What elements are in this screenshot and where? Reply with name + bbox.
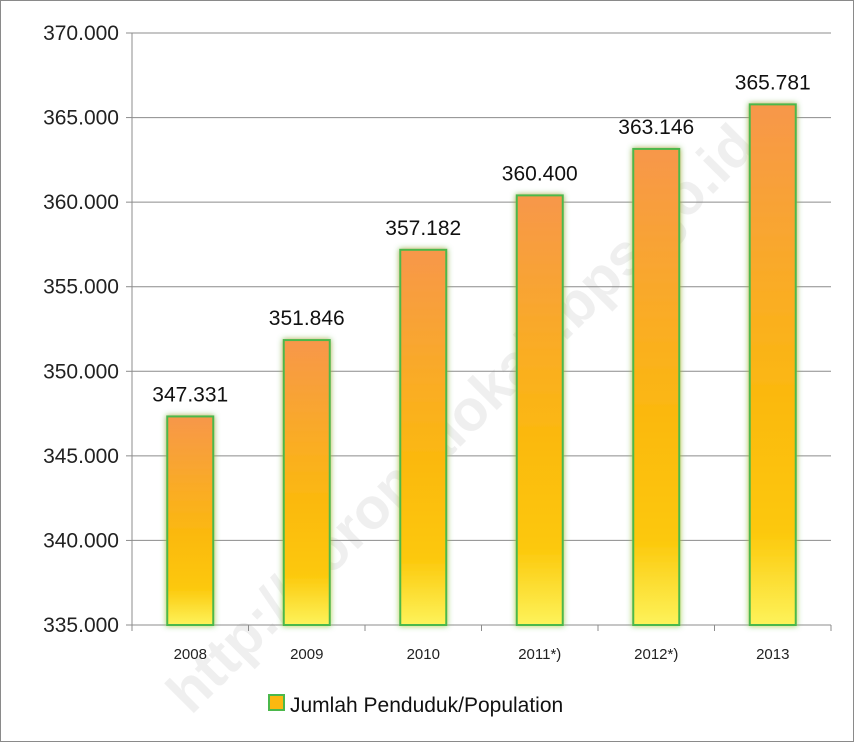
y-tick-label: 360.000	[43, 191, 119, 214]
y-axis-ticks: 335.000 340.000 345.000 350.000 355.000 360.0…	[43, 22, 119, 637]
bars	[166, 103, 797, 626]
bar	[399, 248, 448, 626]
x-tick-label: 2013	[756, 646, 789, 663]
axes	[126, 32, 832, 631]
x-tick-label: 2009	[290, 646, 323, 663]
x-tick-label: 2008	[174, 646, 207, 663]
bar	[282, 339, 331, 626]
bar	[748, 103, 797, 626]
data-label: 365.781	[735, 71, 811, 94]
x-tick-label: 2011*)	[518, 646, 561, 663]
legend-label: Jumlah Penduduk/Population	[290, 694, 563, 717]
legend: Jumlah Penduduk/Population	[268, 694, 563, 717]
bar	[166, 415, 215, 626]
data-labels: 347.331 351.846 357.182 360.400 363.146 365.7…	[152, 71, 810, 406]
y-tick-label: 350.000	[43, 360, 119, 383]
y-tick-label: 370.000	[43, 22, 119, 45]
y-tick-label: 345.000	[43, 445, 119, 468]
bar	[515, 194, 564, 626]
x-tick-label: 2012*)	[634, 646, 678, 663]
y-tick-label: 335.000	[43, 614, 119, 637]
data-label: 363.146	[618, 116, 694, 139]
y-tick-label: 340.000	[43, 529, 119, 552]
y-tick-label: 365.000	[43, 107, 119, 130]
y-tick-label: 355.000	[43, 276, 119, 299]
x-axis-ticks: 2008 2009 2010 2011*) 2012*) 2013	[174, 646, 790, 663]
x-tick-label: 2010	[407, 646, 440, 663]
bar	[632, 147, 681, 626]
data-label: 360.400	[502, 162, 578, 185]
data-label: 351.846	[269, 307, 345, 330]
data-label: 347.331	[152, 383, 228, 406]
legend-swatch	[268, 694, 285, 711]
grid-lines	[132, 32, 831, 541]
data-label: 357.182	[385, 217, 461, 240]
